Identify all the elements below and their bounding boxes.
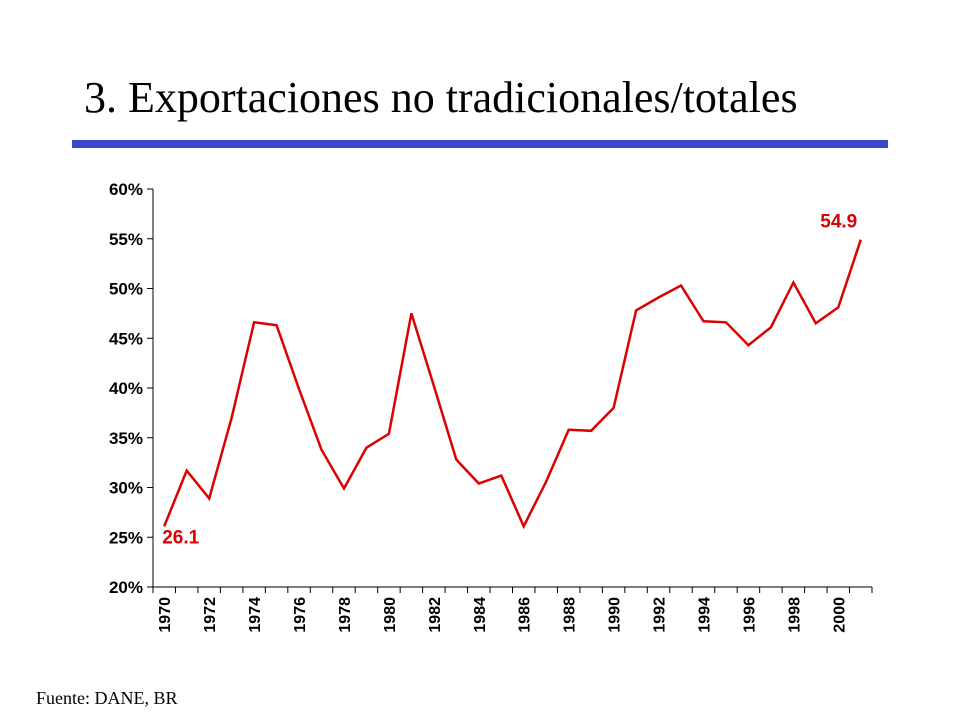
y-tick-label: 60% [109, 180, 143, 199]
x-tick-label: 1990 [607, 597, 624, 633]
y-tick-label: 40% [109, 379, 143, 398]
source-note: Fuente: DANE, BR [36, 688, 178, 708]
y-tick-label: 30% [109, 479, 143, 498]
x-tick-label: 1988 [562, 597, 579, 633]
y-tick-label: 20% [109, 578, 143, 597]
x-tick-label: 2000 [831, 597, 848, 633]
x-tick-label: 1972 [202, 597, 219, 633]
slide-title: 3. Exportaciones no tradicionales/totale… [84, 73, 798, 122]
x-tick-label: 1996 [741, 597, 758, 633]
y-tick-label: 50% [109, 280, 143, 299]
y-tick-label: 35% [109, 429, 143, 448]
x-tick-label: 1994 [696, 597, 713, 633]
series-group [163, 239, 862, 530]
data-label: 26.1 [162, 527, 199, 548]
title-underline [72, 140, 888, 148]
x-axis: 1970 1972 1974 1976 1978 1980 1982 1984 1986 1988… [152, 586, 873, 633]
y-tick-label: 55% [109, 230, 143, 249]
x-tick-label: 1980 [382, 597, 399, 633]
x-tick-label: 1974 [247, 597, 264, 633]
x-tick-label: 1998 [786, 597, 803, 633]
y-tick-label: 45% [109, 329, 143, 348]
x-tick-label: 1986 [517, 597, 534, 633]
x-tick-label: 1978 [337, 597, 354, 633]
x-tick-label: 1992 [652, 597, 669, 633]
annotations: 26.1 54.9 [162, 212, 857, 549]
x-tick-label: 1984 [472, 597, 489, 633]
x-tick-label: 1976 [292, 597, 309, 633]
y-tick-label: 25% [109, 528, 143, 547]
x-tick-label: 1970 [157, 597, 174, 633]
data-label: 54.9 [820, 212, 857, 233]
series-line [163, 239, 862, 530]
x-tick-label: 1982 [427, 597, 444, 633]
y-axis: 20% 25% 30% 35% 40% 45% 50% 55% 60% [109, 180, 154, 597]
